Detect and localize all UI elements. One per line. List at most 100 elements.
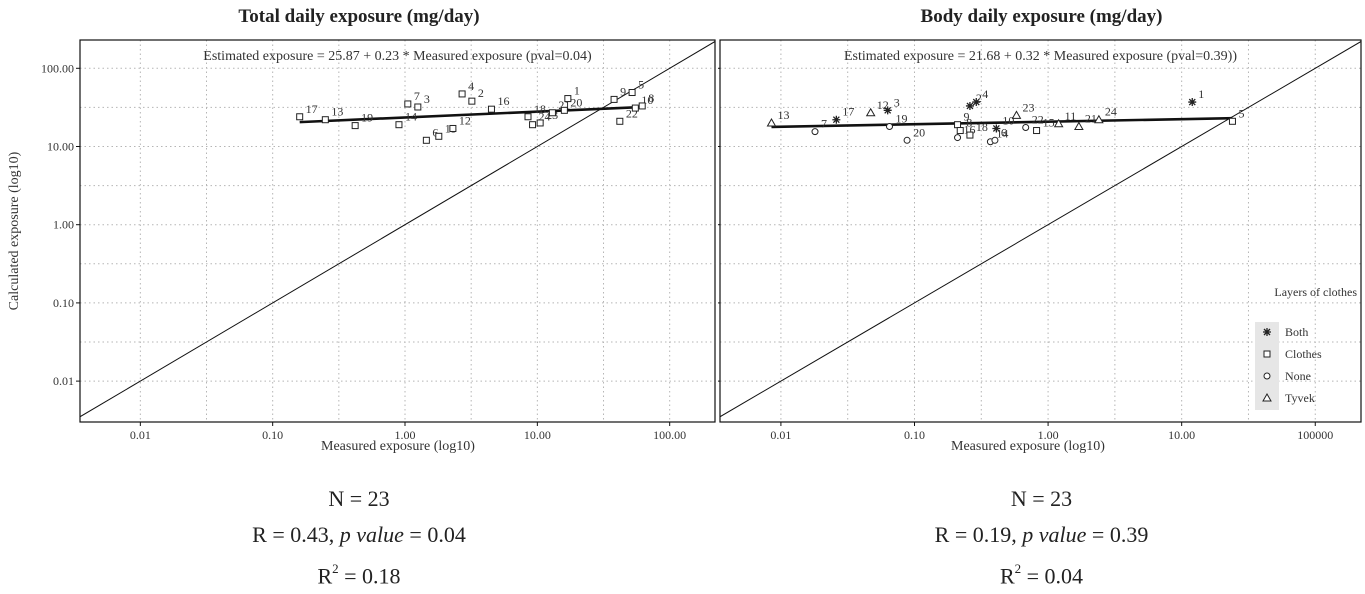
n-text: N = 23 (1010, 486, 1073, 511)
data-point (449, 124, 457, 132)
x-tick-label: 0.10 (904, 428, 925, 442)
data-point (766, 117, 777, 127)
chart-title: Total daily exposure (mg/day) (238, 6, 480, 27)
square-marker (610, 95, 618, 103)
point-label: 20 (570, 95, 582, 109)
point-label: 6 (432, 125, 438, 139)
point-label: 16 (497, 94, 509, 108)
square-marker (422, 136, 430, 144)
triangle-marker (1053, 118, 1064, 128)
y-tick-label: 1.00 (53, 218, 74, 232)
data-point (524, 113, 532, 121)
point-label: 13 (777, 108, 789, 122)
square-marker (616, 117, 624, 125)
data-point (631, 104, 639, 112)
data-point (865, 107, 876, 117)
legend-marker (1263, 350, 1271, 358)
point-label: 9 (964, 110, 970, 124)
gridlines (720, 40, 1361, 422)
data-point (1033, 127, 1041, 135)
circle-marker (1022, 123, 1030, 131)
square-marker (395, 121, 403, 129)
data-point (956, 127, 964, 135)
point-label: 17 (842, 105, 854, 119)
y-tick-label: 10.00 (47, 139, 74, 153)
data-point (610, 95, 618, 103)
scatter-plot-body: Estimated exposure = 21.68 + 0.32 * Meas… (718, 39, 1362, 454)
point-label: 2 (478, 86, 484, 100)
legend-marker (1262, 392, 1272, 402)
chart-body-daily-exposure: Body daily exposure (mg/day) Estimated e… (718, 0, 1365, 590)
point-label: 11 (1065, 109, 1077, 123)
square-marker (458, 90, 466, 98)
legend-label: Both (1285, 325, 1308, 339)
data-point (616, 117, 624, 125)
square-marker (638, 102, 646, 110)
square-marker (524, 113, 532, 121)
data-point (1011, 110, 1022, 119)
triangle-marker (1094, 114, 1104, 124)
point-label: 7 (821, 117, 827, 131)
data-point (1074, 121, 1084, 131)
point-label: 3 (424, 92, 430, 106)
point-label: 1 (1198, 87, 1204, 101)
circle-marker (811, 128, 819, 136)
data-point (628, 89, 636, 97)
data-point (487, 105, 495, 113)
y-tick-label: 0.10 (53, 296, 74, 310)
square-marker (1033, 127, 1041, 135)
square-marker (560, 106, 568, 114)
point-label: 14 (405, 110, 417, 124)
data-point (435, 132, 443, 140)
regression-line (771, 116, 1233, 129)
r2-text: R2 = 0.18 (317, 561, 401, 589)
point-label: 17 (306, 102, 318, 116)
x-axis-label: Measured exposure (log10) (321, 439, 475, 454)
point-label: 13 (331, 105, 343, 119)
asterisk-marker (992, 124, 1001, 133)
data-point (414, 103, 422, 111)
point-label: 18 (534, 102, 546, 116)
circle-marker (1263, 372, 1271, 380)
legend: Layers of clothes Both Clothes None Tyvek (1255, 285, 1357, 410)
point-label: 19 (896, 112, 908, 126)
x-tick-label: 100000 (1297, 428, 1333, 442)
point-label: 20 (913, 125, 925, 139)
triangle-marker (1074, 121, 1084, 131)
data-point (351, 122, 359, 130)
legend-label: Tyvek (1285, 391, 1315, 405)
square-marker (296, 113, 304, 121)
triangle-marker (865, 107, 876, 117)
data-point (321, 116, 329, 124)
regression-line (299, 105, 643, 124)
legend-title: Layers of clothes (1274, 285, 1357, 299)
point-label: 9 (620, 84, 626, 98)
square-marker (321, 116, 329, 124)
point-label: 14 (996, 127, 1008, 141)
circle-marker (886, 123, 894, 131)
data-point (1094, 114, 1104, 124)
identity-line (80, 40, 715, 418)
circle-marker (903, 136, 911, 144)
n-text: N = 23 (328, 486, 390, 511)
x-tick-label: 10.00 (524, 428, 551, 442)
data-point (536, 119, 544, 127)
square-marker (628, 89, 636, 97)
data-point (966, 131, 974, 139)
point-label: 5 (638, 78, 644, 92)
point-label: 23 (1022, 100, 1034, 114)
data-point (404, 100, 412, 108)
point-label: 3 (894, 95, 900, 109)
square-marker (956, 127, 964, 135)
y-tick-label: 100.00 (41, 61, 74, 75)
x-tick-label: 10.00 (1168, 428, 1195, 442)
point-label: 8 (966, 116, 972, 130)
data-point (395, 121, 403, 129)
x-tick-label: 1.00 (395, 428, 416, 442)
square-marker (966, 131, 974, 139)
square-marker (435, 132, 443, 140)
point-label: 12 (459, 113, 471, 127)
x-tick-label: 0.10 (262, 428, 283, 442)
y-axis-label: Calculated exposure (log10) (7, 151, 22, 310)
